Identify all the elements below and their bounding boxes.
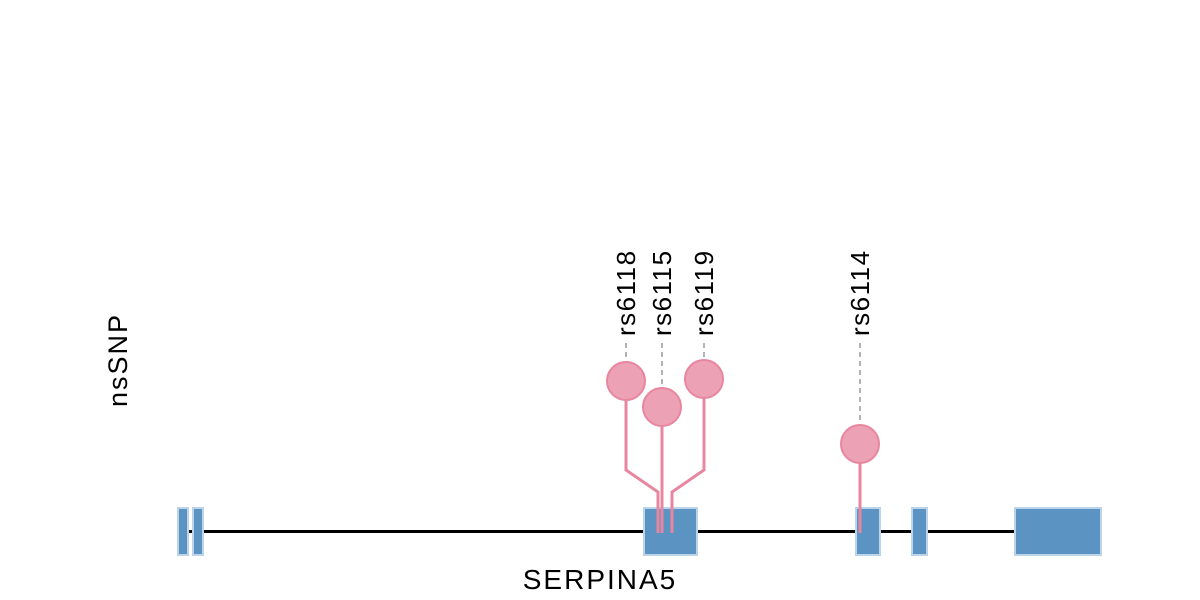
- snp-label: rs6118: [611, 249, 641, 336]
- track-label: nsSNP: [103, 313, 133, 407]
- exon-rect: [177, 507, 189, 556]
- snp-circle: [840, 424, 880, 464]
- exon-rect: [1014, 507, 1102, 556]
- snp-circle: [684, 359, 724, 399]
- exon-rect: [192, 507, 204, 556]
- snp-circle: [642, 387, 682, 427]
- snp-label: rs6115: [647, 249, 677, 336]
- snp-stem: [670, 379, 706, 533]
- exon-rect: [911, 507, 928, 556]
- gene-name-label: SERPINA5: [523, 564, 678, 595]
- snp-label: rs6114: [845, 249, 875, 336]
- snp-stem: [624, 381, 660, 533]
- snp-label: rs6119: [689, 249, 719, 336]
- snp-circle: [606, 361, 646, 401]
